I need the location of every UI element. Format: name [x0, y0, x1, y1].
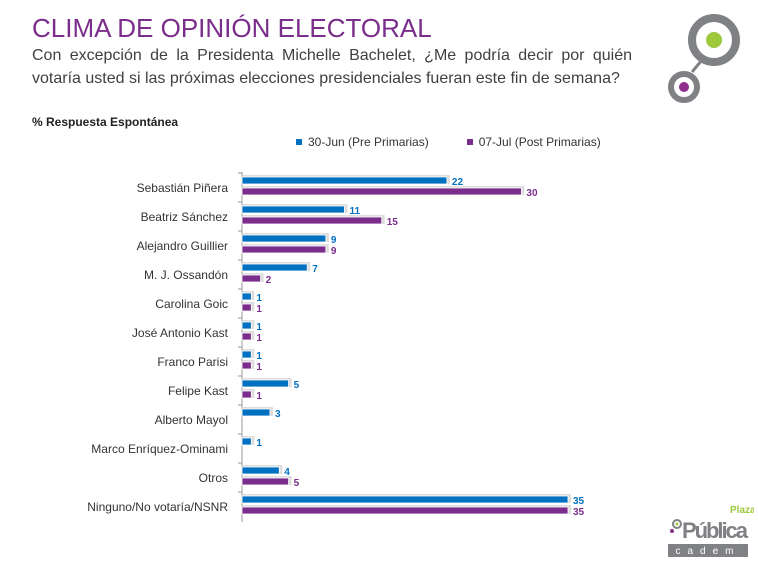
bar-jun	[241, 437, 252, 446]
legend-label: 07-Jul (Post Primarias)	[478, 135, 601, 149]
bar-jul	[241, 274, 262, 283]
data-label: 9	[331, 246, 337, 257]
data-label: 15	[387, 217, 399, 228]
data-label: 30	[526, 188, 538, 199]
data-label: 7	[312, 264, 318, 275]
category-label: José Antonio Kast	[132, 326, 229, 340]
brand-main: Pública	[682, 518, 749, 543]
plaza-publica-logo: Plaza Pública cadem	[668, 505, 754, 557]
bar-jun	[241, 176, 448, 185]
bar-jun	[241, 466, 280, 475]
bar-jul	[241, 187, 522, 196]
data-label: 1	[256, 333, 262, 344]
bar-jul	[241, 216, 383, 225]
data-label: 1	[256, 322, 262, 333]
bar-jun	[241, 408, 271, 417]
data-label: 1	[256, 293, 262, 304]
category-label: Franco Parisi	[157, 355, 228, 369]
data-label: 5	[294, 380, 300, 391]
legend-swatch	[296, 139, 302, 145]
bar-jul	[241, 477, 289, 486]
data-label: 1	[256, 438, 262, 449]
bar-jul	[241, 245, 327, 254]
category-label: Felipe Kast	[168, 384, 229, 398]
data-label: 9	[331, 235, 337, 246]
category-label: Ninguno/No votaría/NSNR	[87, 500, 228, 514]
category-label: Alejandro Guillier	[137, 239, 228, 253]
data-label: 35	[573, 507, 585, 518]
bar-jul	[241, 332, 252, 341]
legend: 30-Jun (Pre Primarias) 07-Jul (Post Prim…	[296, 135, 601, 149]
legend-swatch	[466, 139, 473, 145]
bar-jul	[241, 361, 252, 370]
brand-top: Plaza	[730, 505, 754, 516]
bar-jun	[241, 234, 327, 243]
category-label: Alberto Mayol	[155, 413, 228, 427]
data-label: 11	[349, 206, 360, 217]
bar-jun	[241, 495, 569, 504]
legend-label: 30-Jun (Pre Primarias)	[308, 135, 429, 149]
bar-jun	[241, 321, 252, 330]
data-label: 1	[256, 391, 262, 402]
category-label: Marco Enríquez-Ominami	[91, 442, 228, 456]
category-label: M. J. Ossandón	[144, 268, 228, 282]
legend-item-jun: 30-Jun (Pre Primarias)	[296, 135, 429, 149]
data-label: 3	[275, 409, 281, 420]
data-label: 35	[573, 496, 585, 507]
response-note: % Respuesta Espontánea	[32, 115, 179, 129]
category-label: Sebastián Piñera	[137, 181, 229, 195]
brand-bottom: cadem	[675, 546, 740, 557]
data-label: 4	[284, 467, 290, 478]
bar-jun	[241, 205, 345, 214]
legend-item-jul: 07-Jul (Post Primarias)	[466, 135, 601, 149]
cadem-logo-icon	[668, 14, 740, 103]
data-label: 5	[294, 478, 300, 489]
data-label: 22	[452, 177, 464, 188]
question-text: Con excepción de la Presidenta Michelle …	[32, 47, 632, 87]
bar-jul	[241, 390, 252, 399]
data-label: 1	[256, 351, 262, 362]
category-label: Carolina Goic	[155, 297, 228, 311]
bar-jun	[241, 263, 308, 272]
data-label: 1	[256, 304, 262, 315]
bar-jul	[241, 303, 252, 312]
category-label: Beatriz Sánchez	[141, 210, 228, 224]
data-label: 2	[266, 275, 272, 286]
bar-jun	[241, 379, 289, 388]
bar-jul	[241, 506, 569, 515]
bar-jun	[241, 292, 252, 301]
bar-jun	[241, 350, 252, 359]
category-label: Otros	[199, 471, 228, 485]
data-label: 1	[256, 362, 262, 373]
page-title: CLIMA DE OPINIÓN ELECTORAL	[32, 13, 432, 43]
